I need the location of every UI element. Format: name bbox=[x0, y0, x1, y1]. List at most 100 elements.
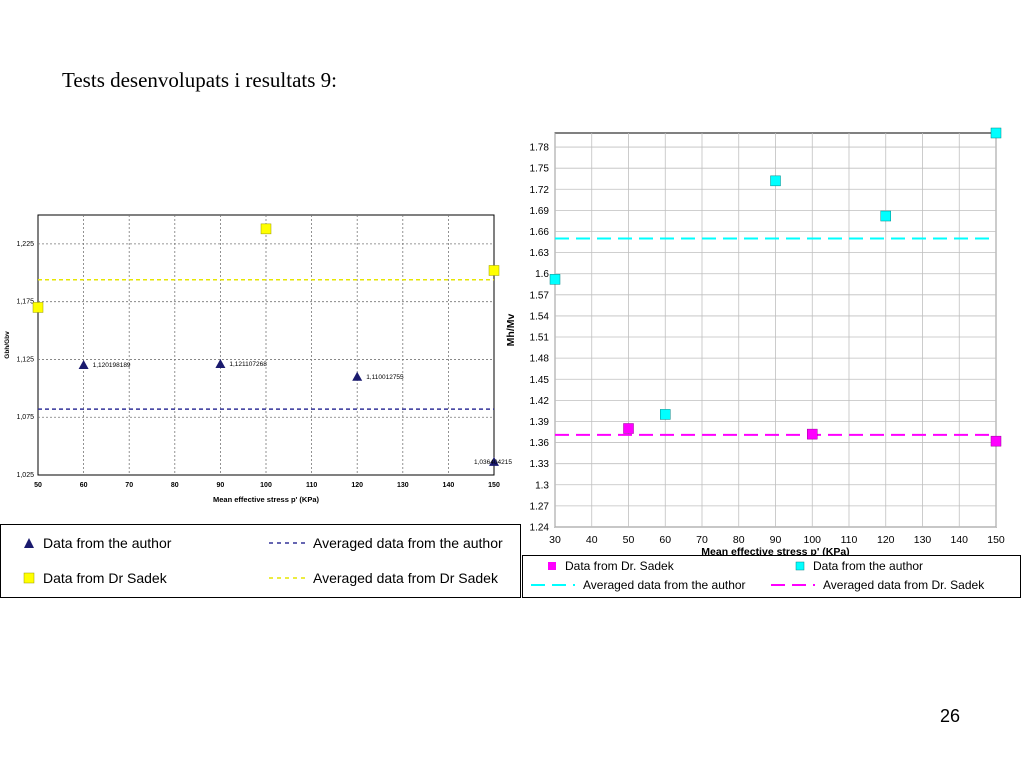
x-tick-label: 90 bbox=[217, 482, 225, 489]
legend-right-sadek-avg: Averaged data from Dr. Sadek bbox=[771, 578, 984, 592]
square-marker-icon bbox=[23, 572, 35, 584]
x-tick-label: 150 bbox=[987, 534, 1005, 546]
x-tick-label: 50 bbox=[623, 534, 635, 546]
data-point-author bbox=[770, 175, 781, 187]
y-tick-label: 1,075 bbox=[16, 414, 34, 421]
y-tick-label: 1.75 bbox=[530, 164, 550, 175]
chart-right-legend: Data from Dr. Sadek Data from the author… bbox=[522, 555, 1021, 598]
dashed-line-icon bbox=[269, 577, 305, 579]
x-tick-label: 30 bbox=[549, 534, 561, 546]
y-tick-label: 1.78 bbox=[530, 143, 550, 154]
data-point-author bbox=[78, 359, 89, 369]
y-tick-label: 1.42 bbox=[530, 396, 550, 407]
legend-right-sadek-label: Data from Dr. Sadek bbox=[565, 559, 674, 573]
data-point-sadek bbox=[990, 435, 1002, 447]
legend-left-sadek: Data from Dr Sadek bbox=[23, 570, 167, 586]
x-tick-label: 110 bbox=[306, 482, 317, 489]
x-tick-label: 130 bbox=[397, 482, 409, 489]
x-tick-label: 60 bbox=[659, 534, 671, 546]
y-tick-label: 1.6 bbox=[535, 269, 549, 280]
page-number: 26 bbox=[940, 706, 961, 726]
data-point-author bbox=[352, 371, 363, 381]
data-point-author bbox=[660, 409, 671, 420]
chart-right-plot: 30 40 50 60 70 80 90 100 110 120 130 140 150 1.24 1.27… bbox=[505, 127, 1005, 558]
x-tick-label: 40 bbox=[586, 534, 598, 546]
y-axis-label: Mh/Mv bbox=[505, 314, 517, 347]
data-point-sadek bbox=[488, 265, 500, 276]
x-tick-label: 60 bbox=[80, 482, 88, 489]
dashed-line-icon bbox=[771, 584, 815, 586]
legend-left-author: Data from the author bbox=[23, 535, 171, 551]
y-tick-label: 1.72 bbox=[530, 185, 550, 196]
data-point-sadek bbox=[807, 428, 818, 440]
legend-left-sadek-avg-label: Averaged data from Dr Sadek bbox=[313, 570, 498, 586]
y-tick-label: 1.69 bbox=[530, 206, 550, 217]
legend-left-author-avg-label: Averaged data from the author bbox=[313, 535, 503, 551]
x-tick-label: 130 bbox=[914, 534, 932, 546]
data-point-author bbox=[215, 358, 226, 368]
chart-left-plot: 50 60 70 80 90 100 110 120 130 140 150 1,025 1,075 1,… bbox=[4, 214, 512, 504]
y-tick-label: 1.3 bbox=[535, 480, 549, 491]
dashed-line-icon bbox=[531, 584, 575, 586]
dashed-line-icon bbox=[269, 542, 305, 544]
legend-right-sadek: Data from Dr. Sadek bbox=[547, 559, 674, 573]
x-tick-label: 70 bbox=[696, 534, 708, 546]
data-label-author: 1,110012755 bbox=[366, 374, 404, 381]
y-tick-label: 1,225 bbox=[16, 241, 34, 248]
x-tick-label: 80 bbox=[733, 534, 745, 546]
x-tick-label: 120 bbox=[877, 534, 895, 546]
y-tick-label: 1.57 bbox=[530, 290, 550, 301]
y-tick-label: 1,125 bbox=[16, 356, 34, 363]
legend-right-sadek-avg-label: Averaged data from Dr. Sadek bbox=[823, 578, 985, 592]
data-point-sadek bbox=[623, 423, 634, 434]
x-tick-label: 50 bbox=[34, 482, 42, 489]
data-point-author bbox=[880, 210, 891, 222]
y-tick-label: 1.51 bbox=[530, 333, 550, 344]
legend-left-author-avg: Averaged data from the author bbox=[269, 535, 503, 551]
square-marker-icon bbox=[795, 561, 805, 571]
legend-left-sadek-label: Data from Dr Sadek bbox=[43, 570, 167, 586]
x-tick-label: 120 bbox=[351, 482, 363, 489]
y-tick-label: 1.27 bbox=[530, 501, 550, 512]
x-tick-label: 150 bbox=[488, 482, 500, 489]
y-tick-label: 1.36 bbox=[530, 438, 550, 449]
y-axis-label: Gbh/Gbv bbox=[4, 331, 11, 359]
legend-right-author-avg-label: Averaged data from the author bbox=[583, 578, 746, 592]
data-point-author bbox=[990, 127, 1002, 139]
triangle-marker-icon bbox=[24, 538, 34, 548]
x-tick-label: 90 bbox=[770, 534, 782, 546]
y-tick-label: 1.33 bbox=[530, 459, 550, 470]
data-point-sadek bbox=[32, 302, 44, 313]
y-tick-label: 1.48 bbox=[530, 354, 550, 365]
square-marker-icon bbox=[548, 562, 556, 570]
legend-right-author-avg: Averaged data from the author bbox=[531, 578, 746, 592]
slide-title: Tests desenvolupats i resultats 9: bbox=[62, 68, 337, 92]
y-tick-label: 1.39 bbox=[530, 417, 550, 428]
legend-right-author-label: Data from the author bbox=[813, 559, 924, 573]
x-tick-label: 140 bbox=[950, 534, 968, 546]
legend-right-author: Data from the author bbox=[795, 559, 923, 573]
y-tick-label: 1,025 bbox=[16, 472, 34, 479]
legend-left-author-label: Data from the author bbox=[43, 535, 172, 551]
x-tick-label: 140 bbox=[443, 482, 455, 489]
legend-left-sadek-avg: Averaged data from Dr Sadek bbox=[269, 570, 498, 586]
y-tick-label: 1.66 bbox=[530, 227, 550, 238]
x-axis-label: Mean effective stress p' (KPa) bbox=[213, 495, 319, 504]
data-label-author: 1,120198189 bbox=[93, 362, 131, 369]
data-label-author: 1,036404215 bbox=[474, 459, 512, 466]
y-tick-label: 1.24 bbox=[530, 523, 550, 534]
data-point-author bbox=[549, 274, 561, 285]
x-tick-label: 70 bbox=[125, 482, 133, 489]
y-tick-label: 1.54 bbox=[530, 311, 550, 322]
data-point-author bbox=[489, 456, 499, 466]
data-label-author: 1,121107268 bbox=[229, 361, 267, 368]
chart-left-legend: Data from the author Averaged data from … bbox=[0, 524, 521, 598]
x-tick-label: 100 bbox=[803, 534, 821, 546]
y-tick-label: 1.45 bbox=[530, 375, 550, 386]
x-tick-label: 80 bbox=[171, 482, 179, 489]
data-point-sadek bbox=[260, 223, 272, 235]
x-tick-label: 100 bbox=[260, 482, 272, 489]
y-tick-label: 1.63 bbox=[530, 248, 550, 259]
x-tick-label: 110 bbox=[841, 534, 858, 546]
y-tick-label: 1,175 bbox=[16, 299, 34, 306]
